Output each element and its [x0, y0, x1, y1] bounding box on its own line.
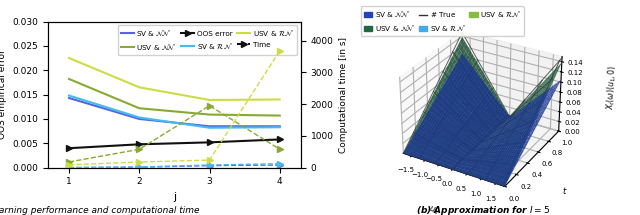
- X-axis label: j: j: [173, 192, 176, 202]
- Text: (b) Approximation for $I = 5$: (b) Approximation for $I = 5$: [416, 204, 550, 215]
- Text: (a) Learning performance and computational time: (a) Learning performance and computation…: [0, 206, 200, 215]
- Legend: SV & $\mathcal{N\!N}$, USV & $\mathcal{N\!N}$, OOS error, SV & $\mathcal{RN}$, U: SV & $\mathcal{N\!N}$, USV & $\mathcal{N…: [118, 25, 297, 54]
- Y-axis label: Computational time [in s]: Computational time [in s]: [339, 37, 348, 153]
- Y-axis label: OOS empirical error: OOS empirical error: [0, 50, 7, 140]
- Legend: SV & $\mathcal{N\!N}$, USV & $\mathcal{N\!N}$, $\#$ True, SV & $\mathcal{RN}$, U: SV & $\mathcal{N\!N}$, USV & $\mathcal{N…: [361, 6, 524, 36]
- Y-axis label: $t$: $t$: [562, 185, 567, 196]
- X-axis label: $u_1$: $u_1$: [427, 204, 440, 215]
